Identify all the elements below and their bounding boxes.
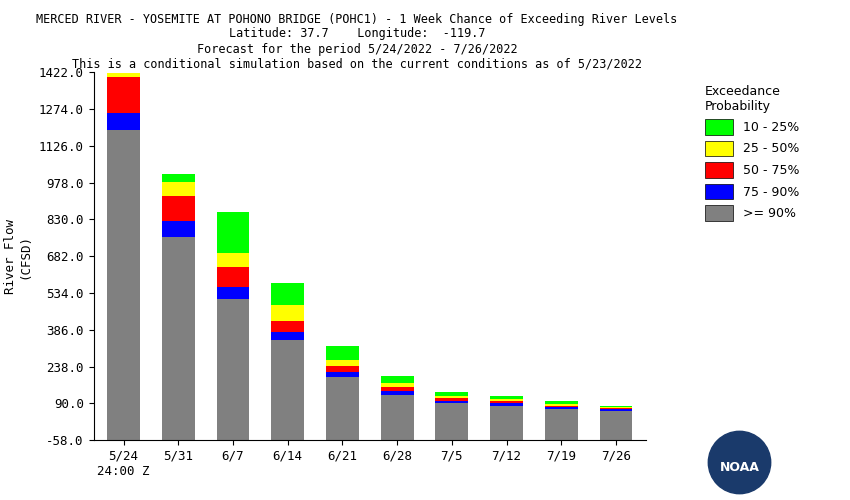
Bar: [490, 406, 523, 440]
Bar: [217, 266, 249, 286]
Bar: [326, 377, 359, 440]
Bar: [217, 286, 249, 299]
Bar: [545, 408, 578, 410]
Bar: [381, 376, 413, 384]
Bar: [326, 346, 359, 360]
Bar: [545, 410, 578, 440]
Bar: [490, 399, 523, 401]
Bar: [107, 76, 140, 114]
Bar: [599, 408, 632, 410]
Text: MERCED RIVER - YOSEMITE AT POHONO BRIDGE (POHC1) - 1 Week Chance of Exceeding Ri: MERCED RIVER - YOSEMITE AT POHONO BRIDGE…: [37, 12, 677, 26]
Bar: [162, 196, 195, 220]
Bar: [271, 332, 304, 340]
Bar: [162, 174, 195, 182]
Bar: [599, 410, 632, 440]
Bar: [545, 406, 578, 407]
Bar: [490, 401, 523, 403]
Bar: [162, 220, 195, 237]
Bar: [217, 212, 249, 253]
Bar: [162, 237, 195, 440]
Bar: [107, 130, 140, 440]
Bar: [326, 372, 359, 377]
Bar: [435, 392, 468, 396]
Bar: [271, 340, 304, 440]
Bar: [435, 398, 468, 401]
Bar: [381, 384, 413, 387]
Text: Latitude: 37.7    Longitude:  -119.7: Latitude: 37.7 Longitude: -119.7: [229, 28, 485, 40]
Bar: [217, 253, 249, 266]
Bar: [435, 403, 468, 440]
Bar: [599, 407, 632, 408]
Bar: [271, 305, 304, 322]
Bar: [107, 114, 140, 130]
Circle shape: [708, 432, 771, 494]
Legend: 10 - 25%, 25 - 50%, 50 - 75%, 75 - 90%, >= 90%: 10 - 25%, 25 - 50%, 50 - 75%, 75 - 90%, …: [699, 78, 806, 227]
Bar: [107, 52, 140, 76]
Bar: [435, 401, 468, 403]
Bar: [326, 360, 359, 366]
Bar: [381, 391, 413, 394]
Bar: [271, 322, 304, 332]
Bar: [435, 396, 468, 398]
Bar: [545, 402, 578, 404]
Bar: [271, 283, 304, 305]
Text: NOAA: NOAA: [720, 461, 759, 474]
Bar: [162, 182, 195, 196]
Bar: [490, 396, 523, 399]
Bar: [545, 404, 578, 406]
Bar: [326, 366, 359, 372]
Bar: [217, 299, 249, 440]
Bar: [381, 387, 413, 391]
Bar: [490, 403, 523, 406]
Bar: [381, 394, 413, 440]
Bar: [107, 45, 140, 52]
Text: Forecast for the period 5/24/2022 - 7/26/2022: Forecast for the period 5/24/2022 - 7/26…: [196, 42, 518, 56]
Y-axis label: River Flow
(CFSD): River Flow (CFSD): [4, 219, 31, 294]
Text: This is a conditional simulation based on the current conditions as of 5/23/2022: This is a conditional simulation based o…: [72, 58, 642, 70]
Bar: [599, 406, 632, 407]
